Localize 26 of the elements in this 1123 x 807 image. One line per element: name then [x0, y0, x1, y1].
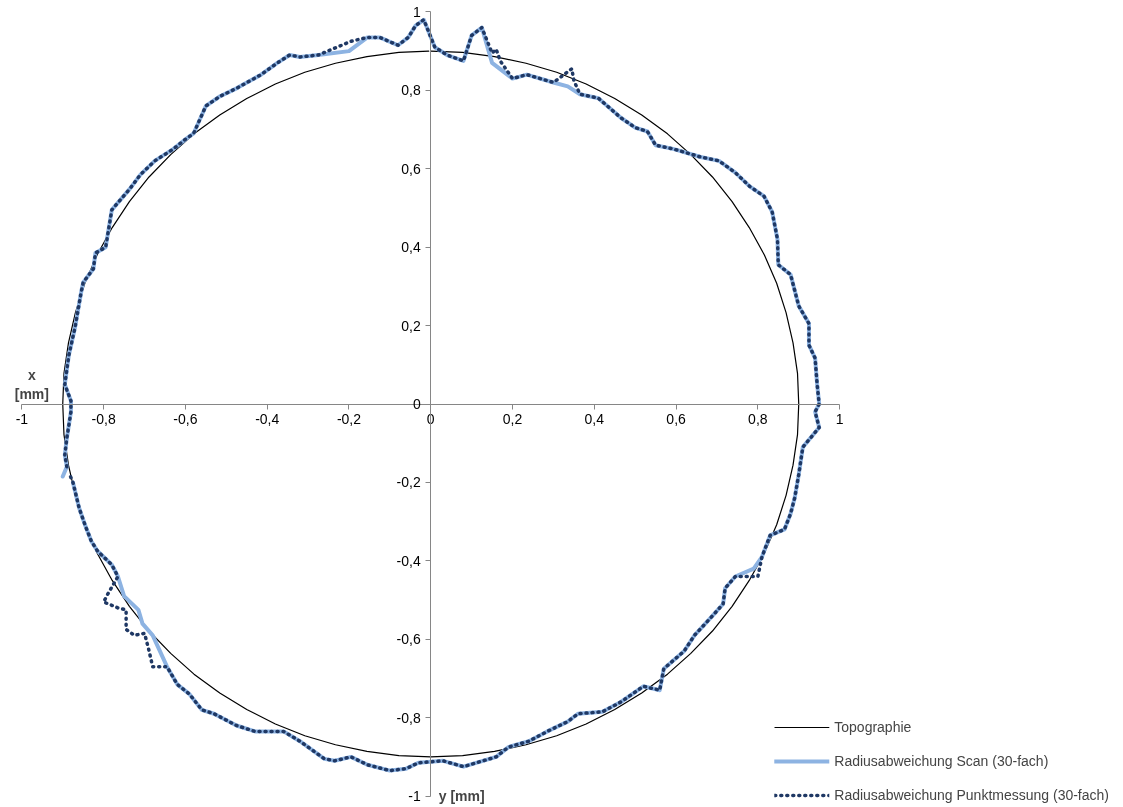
legend-label: Radiusabweichung Punktmessung (30-fach) [834, 787, 1109, 803]
y-tick-label: 1 [412, 3, 421, 20]
x-tick-label: -0,4 [255, 411, 280, 427]
y-tick-label: 0,6 [401, 160, 421, 177]
x-tick-label: -0,2 [336, 411, 362, 427]
y-tick-label: 0,4 [401, 239, 421, 256]
x-tick-label: 0,6 [666, 411, 687, 427]
y-tick-label: -0,4 [396, 552, 421, 569]
x-tick-label: 0,4 [584, 411, 605, 427]
x-axis-title: y [mm] [438, 788, 485, 805]
legend-label: Topographie [834, 719, 912, 735]
y-tick-label: 0 [412, 396, 421, 412]
x-tick-label: 0,2 [502, 411, 523, 427]
y-tick-label: -1 [408, 788, 421, 805]
x-tick-label: 0,8 [748, 411, 768, 427]
y-tick-label: -0,6 [396, 631, 421, 648]
y-axis-title: x [mm] [14, 366, 49, 402]
y-tick-label: -0,2 [396, 474, 421, 491]
legend-label: Radiusabweichung Scan (30-fach) [834, 753, 1049, 769]
y-tick-label: 0,8 [401, 82, 421, 99]
x-tick-label: 1 [835, 411, 844, 427]
x-tick-label: -1 [15, 411, 29, 427]
y-tick-label: 0,2 [401, 317, 421, 334]
x-tick-label: -0,6 [173, 411, 198, 427]
y-tick-label: -0,8 [396, 709, 421, 726]
x-tick-label: -0,8 [91, 411, 116, 427]
